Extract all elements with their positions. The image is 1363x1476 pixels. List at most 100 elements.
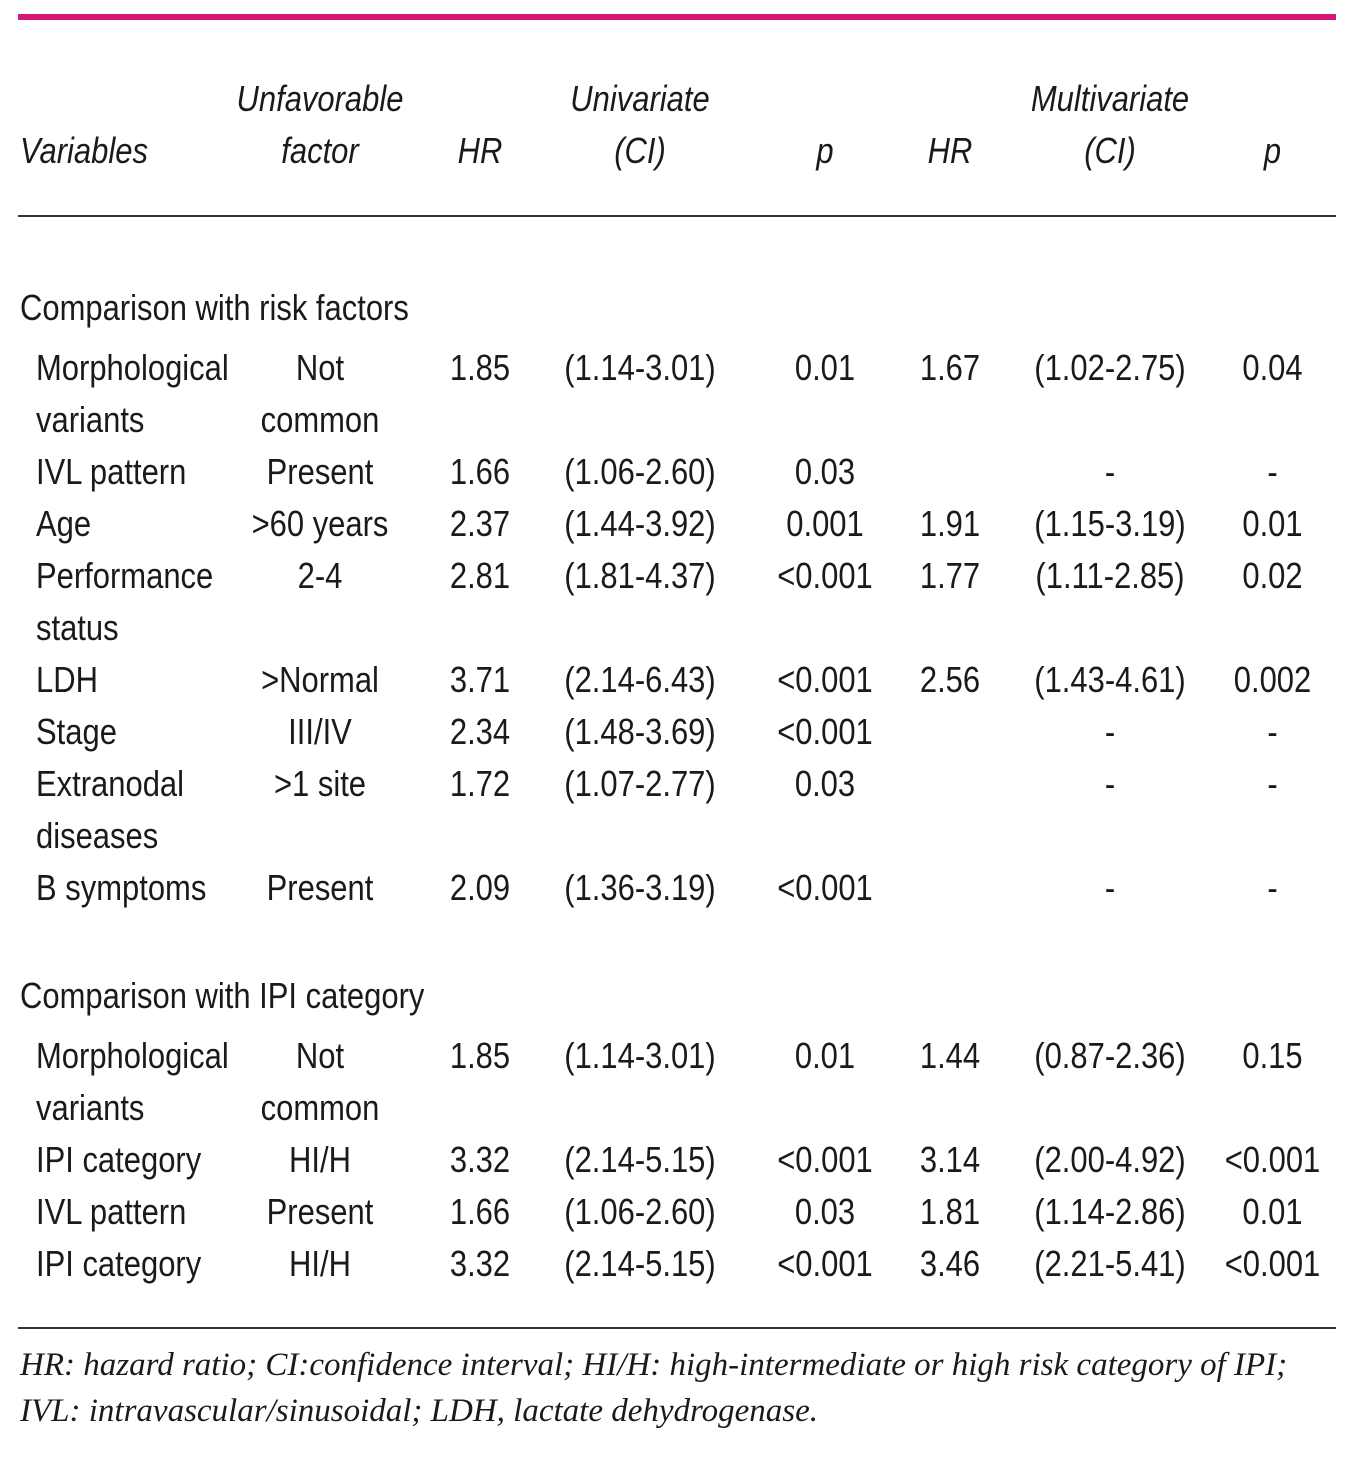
header-univariate: Univariate: [570, 78, 710, 119]
row-variable: status: [36, 607, 119, 648]
row-multi-ci: -: [1104, 451, 1116, 492]
row-uni-hr: 2.09: [449, 867, 511, 908]
row-uni-hr: 2.81: [449, 555, 511, 596]
row-multi-hr: 1.91: [919, 503, 981, 544]
row-uni-p: 0.01: [794, 1035, 856, 1076]
row-uni-ci: (1.48-3.69): [564, 711, 716, 752]
row-uni-ci: (1.14-3.01): [564, 1035, 716, 1076]
row-multi-ci: -: [1104, 867, 1116, 908]
row-uni-p: <0.001: [777, 1139, 873, 1180]
row-uni-p: <0.001: [777, 867, 873, 908]
row-uni-hr: 1.72: [449, 763, 511, 804]
row-uni-p: <0.001: [777, 555, 873, 596]
row-variable: variants: [36, 399, 145, 440]
row-unfavorable-factor: Present: [266, 451, 374, 492]
footer-rule: [18, 1327, 1336, 1329]
header-multivariate: Multivariate: [1030, 78, 1190, 119]
row-unfavorable-factor: >60 years: [251, 503, 389, 544]
row-uni-hr: 1.66: [449, 1191, 511, 1232]
section-title: Comparison with IPI category: [20, 975, 425, 1016]
row-unfavorable-factor: Present: [266, 1191, 374, 1232]
row-unfavorable-factor: 2-4: [297, 555, 343, 596]
row-uni-ci: (1.06-2.60): [564, 451, 716, 492]
row-multi-ci: -: [1104, 763, 1116, 804]
row-uni-p: 0.03: [794, 451, 856, 492]
row-multi-hr: 3.46: [919, 1243, 981, 1284]
row-multi-ci: (1.11-2.85): [1035, 555, 1185, 596]
row-uni-hr: 2.34: [449, 711, 511, 752]
row-multi-p: 0.15: [1242, 1035, 1303, 1076]
row-multi-p: 0.04: [1242, 347, 1303, 388]
header-rule: [18, 215, 1336, 217]
header-multi-p: p: [1263, 130, 1282, 171]
row-variable: variants: [36, 1087, 145, 1128]
row-uni-p: <0.001: [777, 1243, 873, 1284]
row-variable: Morphological: [36, 1035, 229, 1076]
row-uni-ci: (1.36-3.19): [564, 867, 716, 908]
row-uni-p: <0.001: [777, 711, 873, 752]
row-multi-p: 0.01: [1242, 503, 1303, 544]
row-variable: Extranodal: [36, 763, 185, 804]
row-uni-p: 0.001: [786, 503, 864, 544]
header-multi-hr: HR: [927, 130, 973, 171]
row-uni-hr: 2.37: [449, 503, 511, 544]
row-variable: Stage: [36, 711, 117, 752]
row-unfavorable-factor: HI/H: [289, 1139, 351, 1180]
row-multi-hr: 2.56: [919, 659, 981, 700]
row-variable: LDH: [36, 659, 98, 700]
row-uni-hr: 1.85: [449, 347, 511, 388]
row-multi-p: <0.001: [1224, 1139, 1321, 1180]
header-variables: Variables: [20, 130, 148, 171]
row-variable: diseases: [36, 815, 159, 856]
row-multi-ci: (0.87-2.36): [1034, 1035, 1186, 1076]
row-uni-p: 0.03: [794, 763, 856, 804]
row-unfavorable-factor: HI/H: [289, 1243, 351, 1284]
row-variable: B symptoms: [36, 867, 207, 908]
row-multi-p: -: [1267, 763, 1278, 804]
row-uni-p: <0.001: [777, 659, 873, 700]
row-uni-ci: (1.07-2.77): [564, 763, 716, 804]
row-multi-hr: 1.67: [919, 347, 981, 388]
row-multi-hr: 1.77: [919, 555, 981, 596]
row-multi-hr: 1.44: [919, 1035, 981, 1076]
row-uni-hr: 1.66: [449, 451, 511, 492]
row-multi-hr: 3.14: [919, 1139, 981, 1180]
row-multi-hr: 1.81: [919, 1191, 981, 1232]
row-multi-p: -: [1267, 867, 1278, 908]
row-unfavorable-factor: Not: [295, 347, 345, 388]
row-uni-hr: 3.71: [449, 659, 511, 700]
row-multi-ci: (1.15-3.19): [1034, 503, 1186, 544]
row-unfavorable-factor: III/IV: [288, 711, 352, 752]
row-multi-p: <0.001: [1224, 1243, 1321, 1284]
row-uni-ci: (2.14-5.15): [564, 1139, 716, 1180]
row-uni-hr: 1.85: [449, 1035, 511, 1076]
row-unfavorable-factor: common: [260, 1087, 380, 1128]
row-variable: IPI category: [36, 1139, 202, 1180]
header-unfavorable-line2: factor: [281, 130, 359, 171]
row-uni-ci: (1.44-3.92): [564, 503, 716, 544]
row-variable: IVL pattern: [36, 451, 187, 492]
row-variable: Morphological: [36, 347, 229, 388]
row-unfavorable-factor: >Normal: [261, 659, 379, 700]
section-title: Comparison with risk factors: [20, 287, 409, 328]
row-uni-ci: (2.14-5.15): [564, 1243, 716, 1284]
row-multi-ci: (2.00-4.92): [1034, 1139, 1186, 1180]
footnote: HR: hazard ratio; CI:confidence interval…: [20, 1347, 1288, 1429]
row-uni-p: 0.01: [794, 347, 856, 388]
row-variable: Age: [36, 503, 92, 544]
row-multi-ci: (2.21-5.41): [1034, 1243, 1186, 1284]
row-unfavorable-factor: Not: [295, 1035, 345, 1076]
header-unfavorable-line1: Unfavorable: [236, 78, 404, 119]
row-uni-ci: (1.06-2.60): [564, 1191, 716, 1232]
row-variable: IPI category: [36, 1243, 202, 1284]
row-unfavorable-factor: >1 site: [273, 763, 367, 804]
row-uni-hr: 3.32: [449, 1243, 511, 1284]
row-unfavorable-factor: Present: [266, 867, 374, 908]
top-rule: [18, 14, 1336, 20]
row-multi-p: 0.01: [1242, 1191, 1303, 1232]
row-uni-ci: (2.14-6.43): [564, 659, 716, 700]
row-uni-p: 0.03: [794, 1191, 856, 1232]
row-multi-ci: (1.02-2.75): [1034, 347, 1186, 388]
row-variable: Performance: [36, 555, 214, 596]
header-uni-hr: HR: [457, 130, 503, 171]
